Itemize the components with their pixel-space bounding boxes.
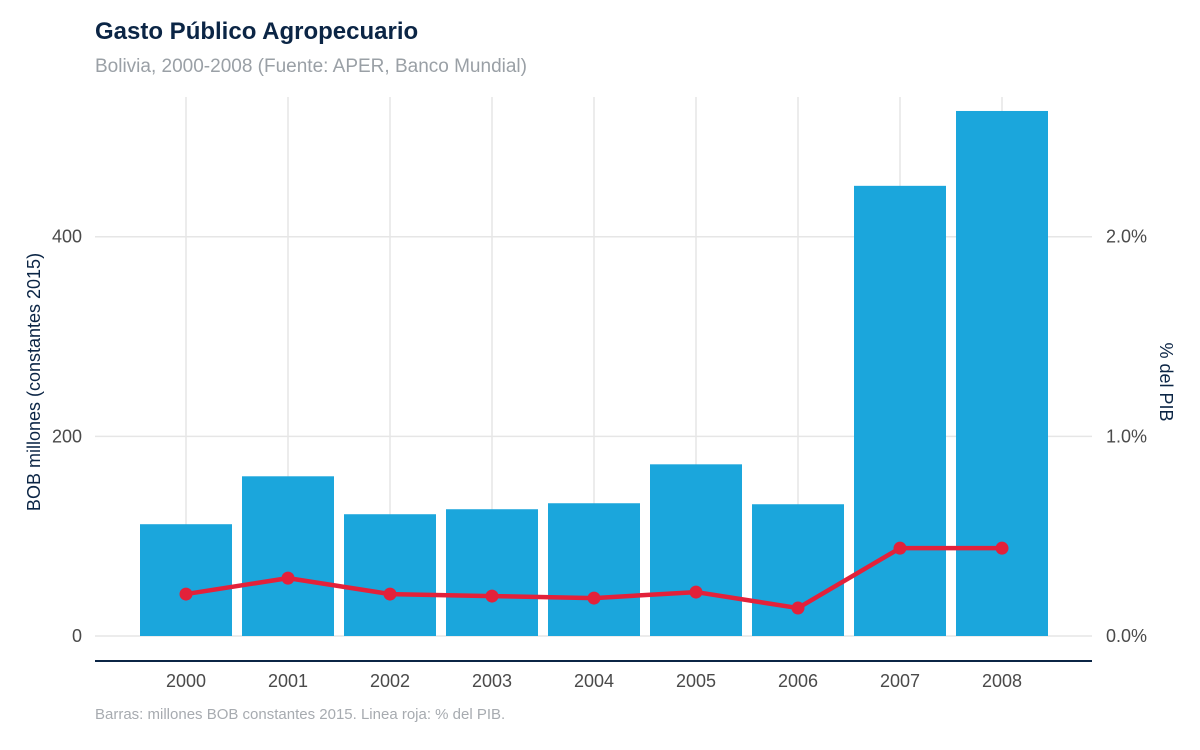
bar-2001 bbox=[242, 476, 334, 636]
chart-subtitle: Bolivia, 2000-2008 (Fuente: APER, Banco … bbox=[95, 56, 527, 77]
x-tick-label: 2006 bbox=[778, 671, 818, 691]
chart-title: Gasto Público Agropecuario bbox=[95, 18, 419, 45]
y-tick-label: 400 bbox=[52, 227, 82, 247]
pib-point-2008 bbox=[995, 541, 1009, 555]
bar-2005 bbox=[650, 464, 742, 636]
x-tick-label: 2007 bbox=[880, 671, 920, 691]
pib-point-2000 bbox=[179, 587, 193, 601]
y-tick-label: 200 bbox=[52, 426, 82, 446]
y2-tick-label: 0.0% bbox=[1106, 626, 1147, 646]
axis-layer: 0 200 400 0.0% 1.0% 2.0% 2000 2001 2002 2003 2004 2… bbox=[52, 227, 1147, 691]
chart-caption: Barras: millones BOB constantes 2015. Li… bbox=[95, 706, 506, 723]
x-tick-label: 2003 bbox=[472, 671, 512, 691]
bar-2002 bbox=[344, 514, 436, 636]
pib-point-2005 bbox=[689, 585, 703, 599]
bar-2006 bbox=[752, 504, 844, 636]
bar-2003 bbox=[446, 509, 538, 636]
x-tick-label: 2001 bbox=[268, 671, 308, 691]
bars-layer bbox=[140, 110, 1048, 637]
y-tick-label: 0 bbox=[72, 626, 82, 646]
bar-2000 bbox=[140, 524, 232, 636]
pib-point-2006 bbox=[791, 601, 805, 615]
y2-tick-label: 2.0% bbox=[1106, 227, 1147, 247]
pib-point-2007 bbox=[893, 541, 907, 555]
bar-2008 bbox=[956, 110, 1048, 637]
pib-point-2002 bbox=[383, 587, 397, 601]
pib-point-2003 bbox=[485, 589, 499, 603]
pib-point-2004 bbox=[587, 591, 601, 605]
x-tick-label: 2008 bbox=[982, 671, 1022, 691]
y2-tick-label: 1.0% bbox=[1106, 426, 1147, 446]
pib-point-2001 bbox=[281, 571, 295, 585]
line-layer bbox=[179, 541, 1009, 615]
x-tick-label: 2004 bbox=[574, 671, 614, 691]
y-axis-title: BOB millones (constantes 2015) bbox=[24, 253, 44, 511]
x-tick-label: 2005 bbox=[676, 671, 716, 691]
x-tick-label: 2002 bbox=[370, 671, 410, 691]
x-tick-label: 2000 bbox=[166, 671, 206, 691]
bar-2004 bbox=[548, 503, 640, 636]
y2-axis-title: % del PIB bbox=[1156, 342, 1176, 421]
bar-2007 bbox=[854, 185, 946, 636]
